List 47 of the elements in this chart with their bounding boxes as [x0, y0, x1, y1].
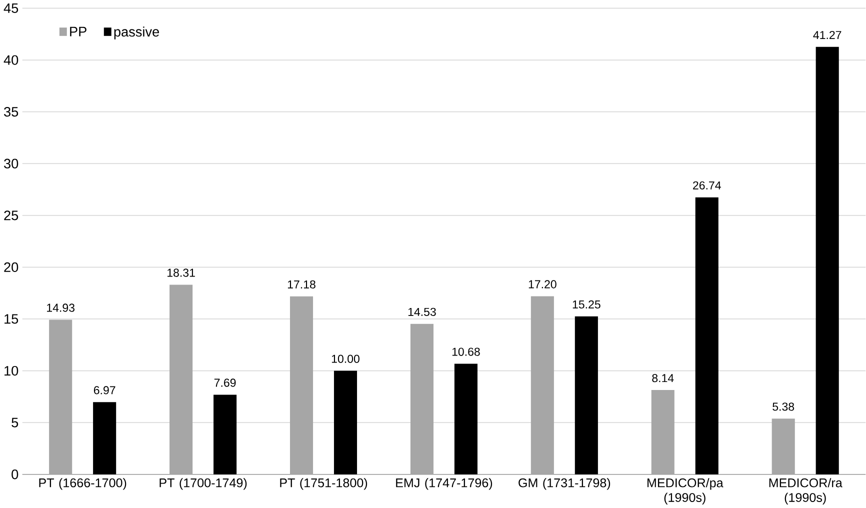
bar [93, 402, 116, 474]
x-tick-label: EMJ (1747-1796) [396, 478, 492, 490]
bar [530, 296, 554, 474]
data-label: 14.93 [47, 304, 74, 312]
x-tick-label: PT (1751-1800) [280, 478, 368, 490]
data-label: 15.25 [572, 300, 600, 309]
x-tick-label: GM (1731-1798) [518, 478, 610, 490]
bar [49, 320, 72, 474]
y-tick-label: 35 [4, 107, 18, 117]
data-label: 10.68 [452, 348, 480, 356]
y-tick-label: 15 [4, 314, 18, 324]
bar [410, 324, 434, 474]
bar [816, 46, 839, 474]
data-label: 17.18 [288, 280, 316, 289]
bar [170, 284, 193, 474]
data-label: 26.74 [693, 181, 721, 190]
data-label: 5.38 [772, 402, 794, 411]
data-label: 10.00 [332, 354, 360, 363]
y-tick-label: 30 [4, 158, 18, 168]
y-tick-label: 10 [4, 366, 18, 376]
x-tick-label: PT (1700-1749) [160, 478, 247, 490]
data-label: 14.53 [408, 308, 436, 316]
y-tick-label: 20 [4, 262, 18, 272]
data-label: 6.97 [94, 386, 116, 394]
data-label: 8.14 [652, 374, 674, 382]
y-tick-label: 5 [12, 418, 18, 428]
legend-label: passive [114, 26, 159, 40]
data-label: 41.27 [813, 30, 842, 40]
y-tick-label: 40 [4, 55, 18, 65]
data-label: 18.31 [168, 268, 195, 277]
bar [454, 364, 478, 474]
x-tick-label: MEDICOR/pa (1990s) [648, 478, 724, 504]
data-label: 7.69 [214, 378, 236, 387]
legend-label: PP [70, 26, 86, 36]
y-tick-label: 45 [4, 4, 18, 14]
bar [574, 316, 598, 474]
bar [695, 197, 718, 474]
bar [214, 394, 237, 474]
bar [651, 390, 674, 474]
y-tick-label: 25 [4, 210, 18, 220]
bar [334, 370, 358, 474]
bar [290, 296, 314, 474]
bar [772, 418, 795, 474]
data-label: 17.20 [528, 280, 556, 288]
x-tick-label: MEDICOR/ra (1990s) [769, 478, 842, 504]
x-tick-label: PT (1666-1700) [39, 478, 126, 490]
y-tick-label: 0 [12, 470, 18, 480]
